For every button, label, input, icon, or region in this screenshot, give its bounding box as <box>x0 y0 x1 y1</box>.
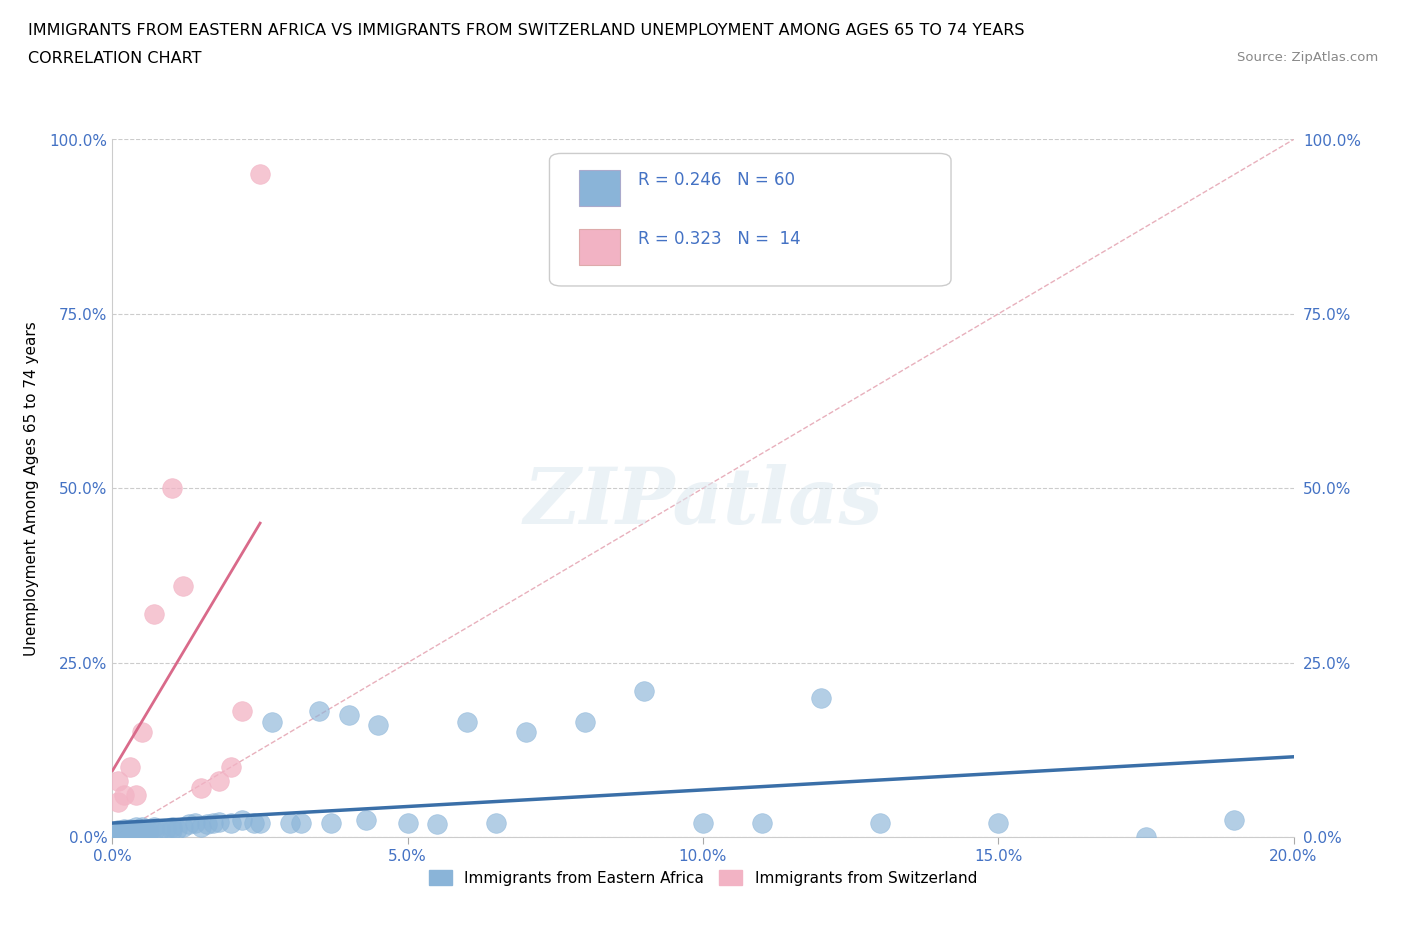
Point <box>396 816 419 830</box>
Text: R = 0.246   N = 60: R = 0.246 N = 60 <box>638 171 794 189</box>
Point <box>201 816 224 830</box>
Point <box>426 817 449 832</box>
Point <box>160 823 183 838</box>
Point <box>107 774 129 789</box>
Point <box>195 817 218 832</box>
Y-axis label: Unemployment Among Ages 65 to 74 years: Unemployment Among Ages 65 to 74 years <box>24 321 38 656</box>
Point <box>231 812 253 827</box>
Point <box>120 821 142 836</box>
Point <box>142 819 165 834</box>
Point <box>515 725 537 740</box>
Text: CORRELATION CHART: CORRELATION CHART <box>28 51 201 66</box>
Legend: Immigrants from Eastern Africa, Immigrants from Switzerland: Immigrants from Eastern Africa, Immigran… <box>423 864 983 892</box>
Point <box>260 714 283 729</box>
Point <box>125 788 148 803</box>
Point <box>107 794 129 809</box>
Point <box>107 823 129 838</box>
Point <box>155 821 177 836</box>
Point <box>208 774 231 789</box>
FancyBboxPatch shape <box>550 153 950 286</box>
Point <box>456 714 478 729</box>
Point <box>869 816 891 830</box>
Point <box>219 760 242 775</box>
Point <box>574 714 596 729</box>
Point <box>112 829 135 844</box>
Point <box>131 823 153 838</box>
Point <box>1135 830 1157 844</box>
Point <box>184 816 207 830</box>
Point <box>149 823 172 838</box>
FancyBboxPatch shape <box>579 170 620 206</box>
Text: ZIPatlas: ZIPatlas <box>523 464 883 540</box>
Point <box>142 824 165 839</box>
Point <box>125 819 148 834</box>
Point <box>231 704 253 719</box>
Point <box>485 816 508 830</box>
Point <box>136 823 159 838</box>
Point <box>131 826 153 841</box>
Point <box>190 819 212 834</box>
Point <box>179 817 201 832</box>
Point <box>112 824 135 839</box>
Point <box>1223 812 1246 827</box>
Point <box>987 816 1010 830</box>
Point <box>337 708 360 723</box>
Point <box>160 481 183 496</box>
Point <box>319 816 342 830</box>
Text: Source: ZipAtlas.com: Source: ZipAtlas.com <box>1237 51 1378 64</box>
Point <box>125 823 148 838</box>
Point <box>810 690 832 705</box>
Text: IMMIGRANTS FROM EASTERN AFRICA VS IMMIGRANTS FROM SWITZERLAND UNEMPLOYMENT AMONG: IMMIGRANTS FROM EASTERN AFRICA VS IMMIGR… <box>28 23 1025 38</box>
Point <box>120 828 142 843</box>
Point <box>190 781 212 796</box>
Point <box>172 578 194 593</box>
Point <box>120 826 142 841</box>
Point <box>160 819 183 834</box>
Point <box>308 704 330 719</box>
FancyBboxPatch shape <box>579 230 620 265</box>
Point <box>166 821 188 836</box>
Point <box>125 826 148 841</box>
Point <box>120 823 142 838</box>
Point <box>107 824 129 839</box>
Point <box>367 718 389 733</box>
Point <box>356 812 378 827</box>
Point <box>208 815 231 830</box>
Point <box>107 826 129 841</box>
Text: R = 0.323   N =  14: R = 0.323 N = 14 <box>638 231 800 248</box>
Point <box>249 167 271 182</box>
Point <box>219 816 242 830</box>
Point <box>751 816 773 830</box>
Point <box>112 826 135 841</box>
Point <box>249 816 271 830</box>
Point <box>120 760 142 775</box>
Point <box>112 788 135 803</box>
Point <box>290 816 312 830</box>
Point <box>107 826 129 841</box>
Point <box>278 816 301 830</box>
Point <box>112 821 135 836</box>
Point <box>633 683 655 698</box>
Point <box>243 816 266 830</box>
Point <box>136 826 159 841</box>
Point <box>142 606 165 621</box>
Point <box>131 725 153 740</box>
Point <box>172 819 194 834</box>
Point <box>131 819 153 834</box>
Point <box>692 816 714 830</box>
